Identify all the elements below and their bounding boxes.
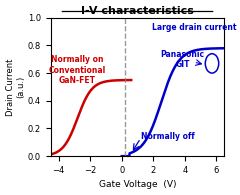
Text: Large drain current: Large drain current [152, 23, 237, 32]
Text: Normally off: Normally off [141, 132, 195, 141]
X-axis label: Gate Voltage  (V): Gate Voltage (V) [99, 180, 176, 190]
Text: Normally on
Conventional
GaN-FET: Normally on Conventional GaN-FET [49, 55, 106, 85]
Text: Panasonic
GIT: Panasonic GIT [160, 50, 204, 69]
Y-axis label: Drain Current
(a.u.): Drain Current (a.u.) [6, 58, 25, 116]
Title: I-V characteristics: I-V characteristics [81, 5, 194, 16]
